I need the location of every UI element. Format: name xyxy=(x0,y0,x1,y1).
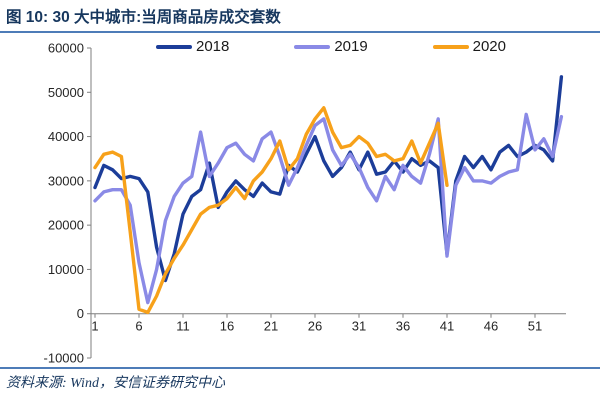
legend-item-2019: 2019 xyxy=(294,38,368,55)
svg-text:40000: 40000 xyxy=(48,129,84,144)
svg-text:20000: 20000 xyxy=(48,218,84,233)
legend-item-2020: 2020 xyxy=(432,38,506,55)
svg-text:51: 51 xyxy=(528,319,542,334)
svg-text:36: 36 xyxy=(396,319,410,334)
legend-label-2020: 2020 xyxy=(472,38,506,55)
svg-text:16: 16 xyxy=(220,319,234,334)
footer-divider xyxy=(0,367,600,369)
legend-item-2018: 2018 xyxy=(156,39,229,54)
svg-text:46: 46 xyxy=(484,319,498,334)
page-title: 图 10: 30 大中城市:当周商品房成交套数 xyxy=(6,9,281,26)
svg-text:6: 6 xyxy=(135,319,142,334)
svg-text:21: 21 xyxy=(264,319,278,334)
header-divider xyxy=(0,31,600,33)
svg-text:41: 41 xyxy=(440,319,454,334)
legend-line-swatch-2018 xyxy=(156,44,192,49)
svg-text:26: 26 xyxy=(308,319,322,334)
legend-label-2019: 2019 xyxy=(334,38,368,55)
source-note: 资料来源: Wind，安信证券研究中心 xyxy=(6,376,225,391)
svg-text:11: 11 xyxy=(176,319,190,334)
svg-text:30000: 30000 xyxy=(48,173,84,188)
legend-line-swatch-2019 xyxy=(294,44,331,49)
legend-label-2018: 2018 xyxy=(196,38,230,55)
svg-text:50000: 50000 xyxy=(48,85,84,100)
chart-legend: 2018 2019 2020 xyxy=(156,39,506,54)
svg-text:31: 31 xyxy=(352,319,366,334)
svg-text:0: 0 xyxy=(77,306,84,321)
svg-text:10000: 10000 xyxy=(48,262,84,277)
svg-text:1: 1 xyxy=(91,319,98,334)
svg-text:-10000: -10000 xyxy=(44,351,84,366)
legend-line-swatch-2020 xyxy=(432,44,469,49)
svg-text:60000: 60000 xyxy=(48,41,84,56)
